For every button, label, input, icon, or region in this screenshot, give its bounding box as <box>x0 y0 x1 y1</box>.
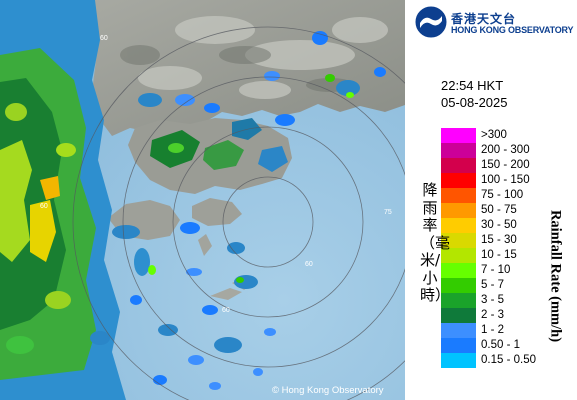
legend-entry: 50 - 75 <box>441 203 561 218</box>
legend-swatch <box>441 353 476 368</box>
legend-title-chinese: 降雨率（毫米/小時） <box>420 181 451 304</box>
legend-label: 15 - 30 <box>481 234 517 246</box>
outlying-island <box>210 288 242 300</box>
legend-swatch <box>441 323 476 338</box>
legend-label: 30 - 50 <box>481 219 517 231</box>
legend-title-english: Rainfall Rate (mm/h) <box>540 196 570 356</box>
legend-entry: 15 - 30 <box>441 233 561 248</box>
legend-label: 50 - 75 <box>481 204 517 216</box>
legend-swatch <box>441 278 476 293</box>
observatory-name-chinese: 香港天文台 <box>451 12 517 26</box>
legend-label: 7 - 10 <box>481 264 511 276</box>
rain-cells-central <box>138 31 386 172</box>
terrain-texture <box>138 16 388 99</box>
legend-swatch <box>441 293 476 308</box>
observation-time: 22:54 HKT <box>441 78 504 93</box>
range-ring-label: 60 <box>222 307 230 314</box>
legend-entry: 2 - 3 <box>441 308 561 323</box>
range-ring-label: 60 <box>305 261 313 268</box>
legend-swatch <box>441 263 476 278</box>
legend-entry: 75 - 100 <box>441 188 561 203</box>
legend-entry: 150 - 200 <box>441 158 561 173</box>
legend-entry: 10 - 15 <box>441 248 561 263</box>
legend-label: 100 - 150 <box>481 174 530 186</box>
observatory-name-english: HONG KONG OBSERVATORY <box>451 25 574 35</box>
legend-swatch <box>441 218 476 233</box>
copyright-text: © Hong Kong Observatory <box>272 385 384 396</box>
radar-map: 60 60 60 60 75 <box>0 0 405 400</box>
observatory-emblem-icon <box>415 6 447 38</box>
legend-swatch <box>441 143 476 158</box>
legend-entry: 200 - 300 <box>441 143 561 158</box>
range-ring-label: 75 <box>384 209 392 216</box>
range-ring-label: 60 <box>40 203 48 210</box>
legend-entry: >300 <box>441 128 561 143</box>
range-rings <box>72 26 405 400</box>
legend-swatch <box>441 248 476 263</box>
legend-label: 10 - 15 <box>481 249 517 261</box>
rain-band-west-dark-green <box>0 78 66 330</box>
legend-swatch <box>441 188 476 203</box>
range-ring-label: 60 <box>100 35 108 42</box>
lamma-island <box>198 234 212 256</box>
observation-date: 05-08-2025 <box>441 95 508 110</box>
legend-swatch <box>441 203 476 218</box>
legend-swatch <box>441 173 476 188</box>
rain-cells-south <box>90 222 276 390</box>
legend-label: 0.15 - 0.50 <box>481 354 536 366</box>
legend-entry: 1 - 2 <box>441 323 561 338</box>
legend-label: 1 - 2 <box>481 324 505 336</box>
legend-entry: 30 - 50 <box>441 218 561 233</box>
legend-label: 3 - 5 <box>481 294 505 306</box>
legend-swatch <box>441 128 476 143</box>
legend-label: 200 - 300 <box>481 144 530 156</box>
info-panel: 香港天文台 HONG KONG OBSERVATORY 22:54 HKT 05… <box>405 0 577 400</box>
legend-swatch <box>441 233 476 248</box>
legend-label: 5 - 7 <box>481 279 505 291</box>
terrain-shadow <box>120 45 354 92</box>
legend-entry: 0.15 - 0.50 <box>441 353 561 368</box>
legend-label: 2 - 3 <box>481 309 505 321</box>
legend-entry: 3 - 5 <box>441 293 561 308</box>
legend-entry: 7 - 10 <box>441 263 561 278</box>
rain-cores-west <box>0 103 76 354</box>
hong-kong-island <box>192 198 242 226</box>
legend-title-english-text: Rainfall Rate (mm/h) <box>547 209 564 343</box>
legend-label: 150 - 200 <box>481 159 530 171</box>
legend-label: >300 <box>481 129 507 141</box>
legend-label: 75 - 100 <box>481 189 524 201</box>
legend-entry: 0.50 - 1 <box>441 338 561 353</box>
legend-swatch <box>441 308 476 323</box>
mainland-terrain <box>92 0 405 136</box>
legend-swatch <box>441 158 476 173</box>
legend-swatch <box>441 338 476 353</box>
legend-label: 0.50 - 1 <box>481 339 520 351</box>
legend-entry: 5 - 7 <box>441 278 561 293</box>
legend-entry: 100 - 150 <box>441 173 561 188</box>
observatory-logo: 香港天文台 HONG KONG OBSERVATORY <box>415 6 575 40</box>
